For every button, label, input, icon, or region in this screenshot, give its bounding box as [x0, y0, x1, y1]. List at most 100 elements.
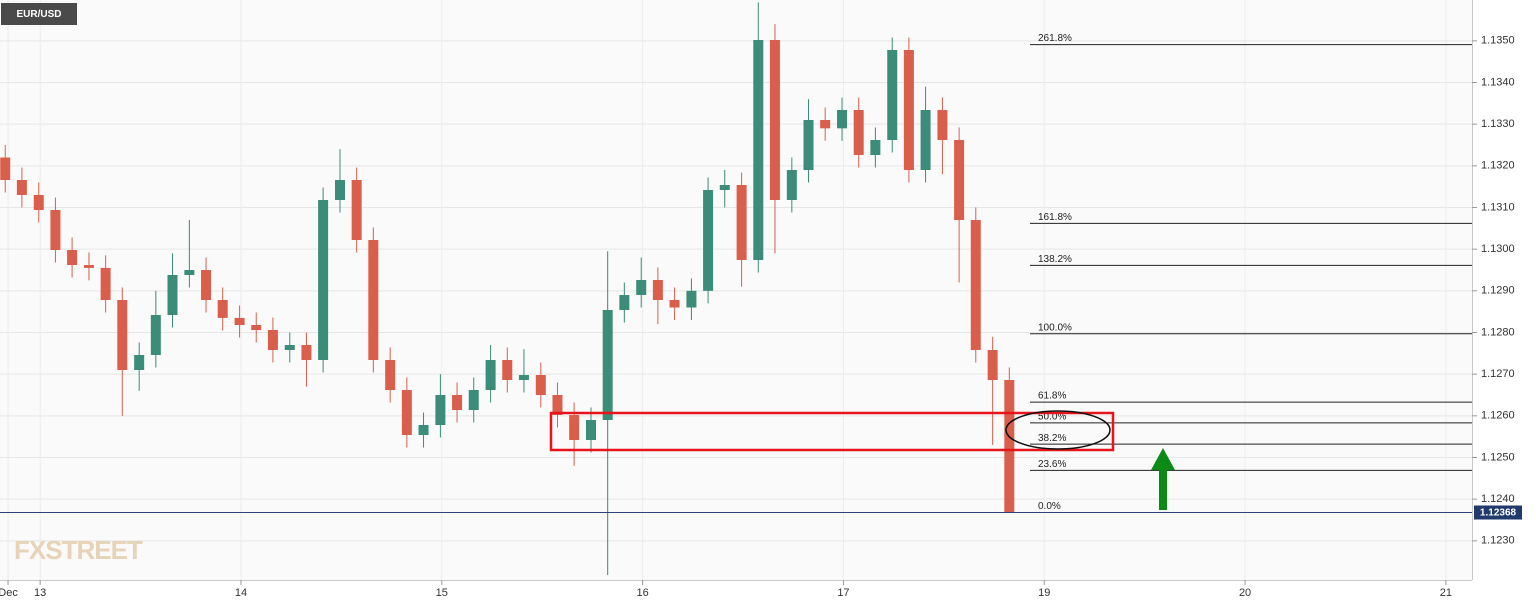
candle-body — [0, 157, 11, 180]
candle-body — [837, 110, 848, 129]
y-tick-label: 1.1350 — [1481, 35, 1515, 47]
candle-body — [468, 390, 479, 410]
candle-body — [686, 290, 697, 308]
candle-body — [887, 50, 898, 140]
candle-body — [502, 360, 513, 380]
candle-body — [736, 185, 747, 260]
candle-body — [50, 210, 61, 250]
y-tick-label: 1.1300 — [1481, 243, 1515, 255]
candle-body — [435, 395, 446, 425]
candle-body — [769, 40, 780, 200]
fib-label: 23.6% — [1038, 459, 1066, 470]
x-tick-label: 20 — [1239, 587, 1251, 599]
candle-body — [385, 360, 396, 390]
candle-body — [586, 420, 597, 440]
candle-body — [954, 140, 965, 220]
candle-body — [753, 40, 764, 260]
candle-body — [100, 267, 111, 300]
candle-body — [719, 185, 730, 190]
candle-body — [569, 415, 580, 440]
candle-body — [318, 200, 329, 360]
x-tick-label: 19 — [1038, 587, 1050, 599]
fib-label: 61.8% — [1038, 391, 1066, 402]
candle-body — [970, 220, 981, 350]
x-tick-label: 15 — [436, 587, 448, 599]
candle-body — [251, 325, 262, 330]
candle-body — [184, 270, 195, 275]
annotation-arrow — [1151, 448, 1175, 510]
candle-body — [351, 180, 362, 240]
x-tick-label: 17 — [837, 587, 849, 599]
annotation-ellipse — [1005, 410, 1111, 450]
candle-body — [134, 355, 145, 370]
candle-body — [234, 317, 245, 325]
watermark: FXSTREET — [14, 535, 143, 565]
candle-body — [267, 330, 278, 350]
candle-body — [16, 180, 27, 195]
candle-body — [853, 110, 864, 155]
candle-body — [150, 315, 161, 355]
annotation-box — [549, 411, 1115, 452]
plot-background — [0, 0, 1472, 580]
candle-body — [669, 300, 680, 308]
y-tick-label: 1.1270 — [1481, 368, 1515, 380]
candle-body — [301, 345, 312, 360]
y-tick-label: 1.1290 — [1481, 285, 1515, 297]
candle-body — [786, 170, 797, 200]
candle-body — [368, 240, 379, 360]
x-tick-label: 14 — [235, 587, 247, 599]
candle-body — [167, 275, 178, 315]
y-tick-label: 1.1340 — [1481, 76, 1515, 88]
candle-body — [83, 265, 94, 268]
candles — [0, 2, 1015, 575]
symbol-label: EUR/USD — [16, 9, 61, 20]
y-tick-label: 1.1330 — [1481, 118, 1515, 130]
candle-body — [1004, 380, 1015, 513]
candle-body — [987, 350, 998, 380]
candle-body — [602, 310, 613, 420]
y-tick-label: 1.1320 — [1481, 160, 1515, 172]
symbol-badge — [1, 3, 77, 25]
candle-body — [201, 270, 212, 300]
candle-body — [937, 110, 948, 140]
x-tick-label: Dec — [0, 587, 18, 599]
candle-body — [803, 120, 814, 170]
candle-body — [452, 395, 463, 410]
fib-label: 0.0% — [1038, 501, 1061, 512]
candle-body — [636, 280, 647, 295]
candle-body — [652, 280, 663, 300]
candle-body — [552, 395, 563, 415]
y-tick-label: 1.1280 — [1481, 326, 1515, 338]
candle-body — [67, 250, 78, 265]
candle-body — [217, 300, 228, 318]
x-tick-label: 13 — [34, 587, 46, 599]
candle-body — [703, 190, 714, 291]
y-tick-label: 1.1260 — [1481, 410, 1515, 422]
candle-body — [401, 390, 412, 435]
candle-body — [619, 295, 630, 310]
fib-label: 38.2% — [1038, 433, 1066, 444]
y-tick-label: 1.1230 — [1481, 535, 1515, 547]
axes: 1.1230 1.1240 1.1250 1.1260 1.1270 1.1280 1.12… — [0, 35, 1522, 599]
x-tick-label: 16 — [636, 587, 648, 599]
last-price-badge — [1474, 505, 1522, 520]
fib-label: 100.0% — [1038, 322, 1072, 333]
y-tick-label: 1.1240 — [1481, 493, 1515, 505]
candle-body — [518, 375, 529, 380]
x-tick-label: 21 — [1440, 587, 1452, 599]
fib-label: 261.8% — [1038, 33, 1072, 44]
y-tick-label: 1.1310 — [1481, 201, 1515, 213]
candle-body — [117, 300, 128, 370]
candle-body — [334, 180, 345, 200]
y-tick-label: 1.1250 — [1481, 451, 1515, 463]
candle-body — [870, 140, 881, 155]
candle-body — [485, 360, 496, 390]
last-price-label: 1.12368 — [1480, 508, 1517, 519]
candle-body — [903, 50, 914, 170]
candle-body — [535, 375, 546, 395]
fib-label: 161.8% — [1038, 212, 1072, 223]
candle-body — [33, 195, 44, 210]
fib-label: 138.2% — [1038, 254, 1072, 265]
candle-body — [820, 120, 831, 129]
